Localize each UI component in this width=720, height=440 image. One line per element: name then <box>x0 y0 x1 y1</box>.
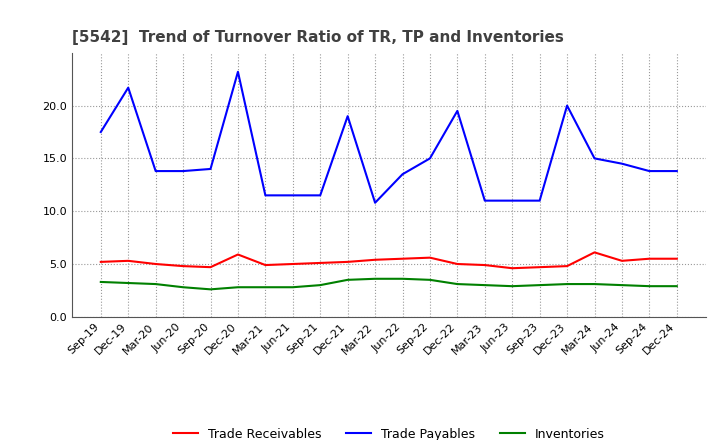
Trade Payables <box>316 193 325 198</box>
Trade Receivables <box>536 264 544 270</box>
Trade Receivables <box>672 256 681 261</box>
Trade Receivables <box>398 256 407 261</box>
Inventories <box>261 285 270 290</box>
Inventories <box>343 277 352 282</box>
Trade Payables <box>453 108 462 114</box>
Trade Payables <box>672 169 681 174</box>
Trade Receivables <box>151 261 160 267</box>
Inventories <box>233 285 242 290</box>
Trade Payables <box>480 198 489 203</box>
Trade Receivables <box>124 258 132 264</box>
Inventories <box>151 282 160 287</box>
Inventories <box>124 280 132 286</box>
Trade Payables <box>645 169 654 174</box>
Inventories <box>206 287 215 292</box>
Trade Payables <box>508 198 516 203</box>
Inventories <box>453 282 462 287</box>
Trade Receivables <box>316 260 325 266</box>
Inventories <box>96 279 105 285</box>
Trade Receivables <box>563 264 572 269</box>
Inventories <box>426 277 434 282</box>
Trade Receivables <box>426 255 434 260</box>
Trade Receivables <box>508 266 516 271</box>
Line: Trade Payables: Trade Payables <box>101 72 677 203</box>
Trade Payables <box>233 69 242 74</box>
Inventories <box>536 282 544 288</box>
Trade Payables <box>398 172 407 177</box>
Trade Receivables <box>453 261 462 267</box>
Trade Payables <box>261 193 270 198</box>
Inventories <box>672 283 681 289</box>
Inventories <box>371 276 379 282</box>
Trade Receivables <box>289 261 297 267</box>
Trade Payables <box>563 103 572 108</box>
Trade Receivables <box>261 262 270 268</box>
Inventories <box>618 282 626 288</box>
Trade Receivables <box>371 257 379 262</box>
Inventories <box>508 283 516 289</box>
Inventories <box>316 282 325 288</box>
Inventories <box>398 276 407 282</box>
Inventories <box>563 282 572 287</box>
Text: [5542]  Trend of Turnover Ratio of TR, TP and Inventories: [5542] Trend of Turnover Ratio of TR, TP… <box>72 29 564 45</box>
Trade Payables <box>371 200 379 205</box>
Trade Payables <box>536 198 544 203</box>
Trade Payables <box>343 114 352 119</box>
Inventories <box>289 285 297 290</box>
Trade Payables <box>151 169 160 174</box>
Trade Receivables <box>645 256 654 261</box>
Trade Payables <box>289 193 297 198</box>
Trade Payables <box>179 169 187 174</box>
Line: Trade Receivables: Trade Receivables <box>101 253 677 268</box>
Trade Payables <box>206 166 215 172</box>
Inventories <box>179 285 187 290</box>
Legend: Trade Receivables, Trade Payables, Inventories: Trade Receivables, Trade Payables, Inven… <box>168 423 610 440</box>
Trade Payables <box>124 85 132 90</box>
Trade Receivables <box>179 264 187 269</box>
Trade Receivables <box>618 258 626 264</box>
Inventories <box>590 282 599 287</box>
Trade Receivables <box>96 259 105 264</box>
Trade Receivables <box>233 252 242 257</box>
Trade Payables <box>618 161 626 166</box>
Trade Payables <box>96 129 105 135</box>
Inventories <box>645 283 654 289</box>
Trade Receivables <box>206 264 215 270</box>
Trade Receivables <box>480 262 489 268</box>
Trade Payables <box>426 156 434 161</box>
Line: Inventories: Inventories <box>101 279 677 290</box>
Trade Payables <box>590 156 599 161</box>
Trade Receivables <box>343 259 352 264</box>
Trade Receivables <box>590 250 599 255</box>
Inventories <box>480 282 489 288</box>
